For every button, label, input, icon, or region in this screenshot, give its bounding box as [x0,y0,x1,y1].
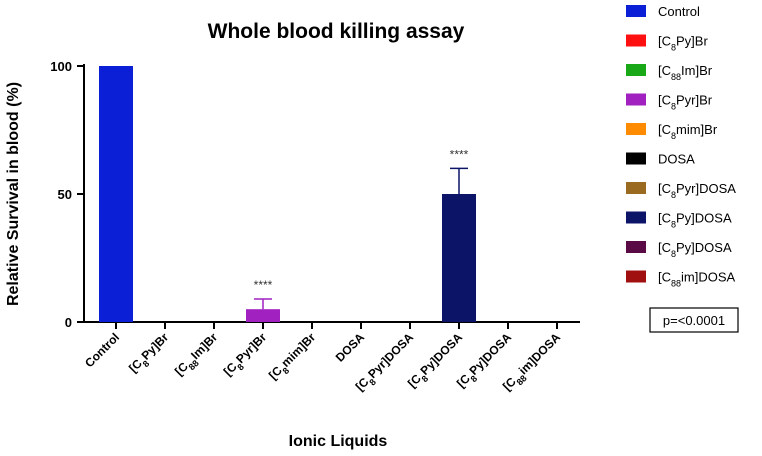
legend-label: [C8mim]Br [658,122,718,141]
legend-label: [C88im]DOSA [658,270,736,289]
x-tick-label: Control [82,330,122,370]
bar [246,309,280,322]
x-tick-label: [C88Im]Br [172,330,223,381]
y-tick-label: 100 [50,59,72,74]
x-ticks: Control [C8Py]Br[C88Im]Br[C8Pyr]Br[C8mim]… [82,322,563,394]
legend-swatch [626,152,646,165]
error-bars [254,167,468,310]
x-axis-title: Ionic Liquids [289,433,388,450]
bar [99,66,133,322]
x-tick-label: [C8Py]Br [126,330,174,378]
significance-label: **** [254,278,273,292]
legend-label: [C8Py]DOSA [658,240,732,259]
legend-label: [C8Py]DOSA [658,211,732,230]
bars [99,66,476,322]
legend-label: [C8Pyr]Br [658,93,713,112]
significance-annotations: **** **** [254,147,469,292]
legend-label: [C8Pyr]DOSA [658,181,736,200]
significance-label: **** [450,147,469,161]
legend-swatch [626,270,646,283]
x-tick-label: DOSA [333,330,368,365]
legend-swatch [626,5,646,17]
y-ticks: 0 50 100 [50,59,84,330]
y-axis-title: Relative Survival in blood (%) [5,82,22,306]
legend: Control [C8Py]Br [C88Im]Br [C8Pyr]Br [C8mim]… [626,4,736,289]
legend-swatch [626,123,646,135]
y-tick-label: 50 [58,187,72,202]
legend-swatch [626,34,646,47]
legend-swatch [626,241,646,253]
legend-swatch [626,211,646,224]
chart-title: Whole blood killing assay [208,20,465,43]
legend-swatch [626,182,646,194]
legend-swatch [626,64,646,76]
pvalue-box [649,307,739,333]
legend-label: Control [658,4,700,19]
legend-label: [C8Py]Br [658,34,708,53]
legend-swatch [626,93,646,106]
x-tick-label: [C8Pyr]Br [221,330,272,381]
x-tick-label: [C8mim]Br [266,330,321,385]
legend-label: DOSA [658,152,695,167]
pvalue-text: p=<0.0001 [663,313,725,328]
bar [442,194,476,322]
y-tick-label: 0 [65,315,72,330]
legend-label: [C88Im]Br [658,63,713,82]
